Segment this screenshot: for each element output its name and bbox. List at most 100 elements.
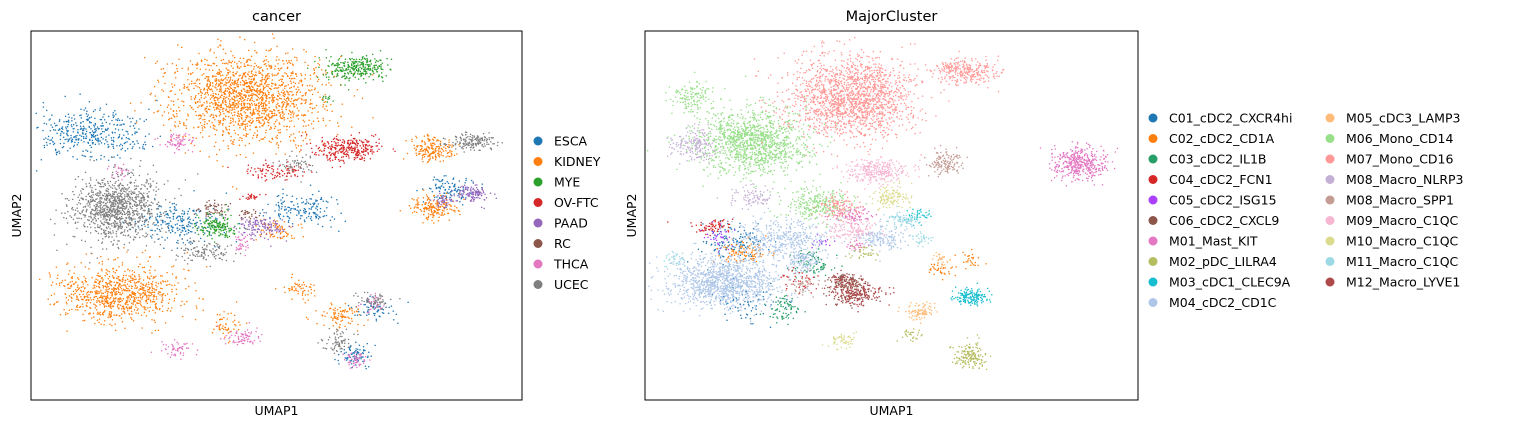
scatter-point	[214, 92, 217, 95]
scatter-point	[321, 141, 323, 143]
scatter-point	[186, 251, 189, 254]
scatter-point	[286, 179, 288, 181]
scatter-point	[303, 121, 306, 123]
scatter-point	[223, 117, 225, 119]
scatter-point	[228, 227, 230, 230]
scatter-point	[143, 308, 146, 310]
scatter-point	[342, 138, 344, 141]
scatter-point	[42, 106, 45, 108]
scatter-point	[432, 216, 434, 218]
scatter-point	[207, 77, 209, 79]
scatter-point	[435, 155, 437, 158]
scatter-point	[285, 108, 288, 111]
scatter-point	[354, 150, 356, 153]
scatter-point	[463, 198, 465, 200]
scatter-point	[122, 298, 125, 300]
scatter-point	[287, 288, 290, 290]
scatter-point	[223, 112, 225, 115]
scatter-point	[283, 173, 286, 175]
scatter-point	[118, 119, 121, 121]
scatter-point	[376, 310, 379, 313]
scatter-point	[252, 120, 255, 122]
scatter-point	[109, 313, 112, 316]
scatter-point	[170, 100, 172, 102]
scatter-point	[205, 217, 207, 219]
scatter-point	[315, 145, 317, 147]
scatter-point	[135, 281, 138, 284]
scatter-point	[252, 79, 255, 81]
scatter-point	[97, 279, 99, 281]
scatter-point	[268, 122, 270, 124]
scatter-point	[278, 69, 280, 72]
scatter-point	[238, 117, 240, 120]
scatter-point	[227, 115, 230, 118]
scatter-point	[206, 59, 208, 61]
scatter-point	[65, 132, 68, 135]
scatter-point	[272, 98, 274, 100]
scatter-point	[223, 231, 226, 234]
scatter-point	[76, 134, 78, 137]
scatter-point	[352, 151, 355, 154]
scatter-point	[228, 90, 231, 93]
scatter-point	[300, 102, 302, 105]
scatter-point	[128, 297, 130, 299]
scatter-point	[187, 217, 190, 220]
scatter-point	[265, 55, 267, 58]
scatter-point	[77, 141, 80, 144]
scatter-point	[83, 296, 86, 299]
scatter-point	[101, 313, 104, 315]
scatter-point	[347, 72, 350, 75]
scatter-point	[82, 137, 85, 140]
scatter-point	[235, 107, 238, 109]
scatter-point	[154, 269, 156, 272]
scatter-point	[156, 219, 158, 221]
scatter-point	[359, 66, 361, 69]
scatter-point	[349, 77, 351, 79]
scatter-point	[73, 114, 75, 116]
scatter-point	[428, 201, 431, 203]
scatter-point	[228, 80, 231, 83]
scatter-point	[309, 78, 312, 80]
scatter-point	[226, 90, 229, 92]
scatter-point	[103, 323, 105, 326]
scatter-point	[435, 207, 437, 210]
scatter-point	[90, 317, 93, 319]
scatter-point	[300, 223, 302, 225]
scatter-point	[353, 311, 356, 313]
scatter-point	[43, 144, 46, 147]
scatter-point	[116, 306, 119, 308]
scatter-point	[422, 201, 425, 203]
scatter-point	[208, 64, 210, 67]
scatter-point	[132, 125, 135, 127]
scatter-point	[203, 221, 205, 223]
scatter-point	[307, 318, 309, 320]
scatter-point	[349, 71, 351, 73]
scatter-point	[117, 287, 119, 289]
scatter-point	[431, 219, 433, 222]
scatter-point	[149, 301, 152, 303]
scatter-point	[109, 292, 112, 294]
scatter-point	[149, 299, 152, 302]
scatter-point	[90, 116, 93, 118]
scatter-point	[351, 142, 354, 145]
scatter-point	[94, 124, 97, 126]
scatter-point	[81, 303, 84, 305]
scatter-point	[129, 125, 131, 128]
scatter-point	[209, 222, 212, 225]
scatter-point	[174, 207, 176, 209]
scatter-point	[232, 67, 234, 69]
scatter-point	[332, 63, 334, 65]
scatter-point	[377, 76, 380, 78]
scatter-point	[315, 213, 317, 216]
scatter-point	[215, 115, 218, 118]
scatter-point	[372, 135, 375, 138]
scatter-point	[168, 222, 170, 224]
scatter-point	[101, 130, 104, 133]
scatter-point	[93, 286, 96, 289]
scatter-point	[293, 112, 295, 114]
scatter-point	[75, 305, 78, 308]
scatter-point	[244, 103, 246, 105]
scatter-point	[377, 60, 379, 63]
scatter-point	[394, 150, 396, 153]
scatter-point	[282, 115, 284, 117]
